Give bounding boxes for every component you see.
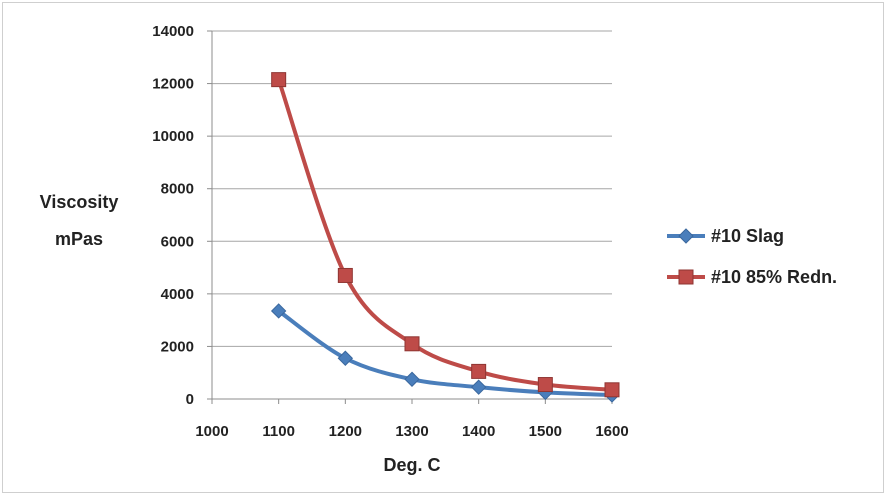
series-2-point-1100 — [271, 72, 287, 88]
series-1-point-1400 — [470, 379, 487, 395]
series-2-point-1500 — [537, 377, 553, 393]
grid-lines — [212, 30, 612, 347]
series-1-line — [276, 308, 614, 398]
y-axis-title-line2: mPas — [55, 229, 103, 249]
y-tick-label-10000: 10000 — [152, 128, 194, 145]
legend: #10 Slag #10 85% Redn. — [667, 226, 837, 287]
y-tick-label-0: 0 — [186, 391, 194, 408]
legend-marker-1 — [678, 228, 694, 244]
y-tick-label-4000: 4000 — [161, 286, 194, 303]
series-1-point-1200 — [337, 350, 354, 366]
legend-marker-2 — [678, 269, 694, 285]
legend-label-1: #10 Slag — [711, 226, 784, 246]
series-2-line — [276, 77, 614, 392]
series-2-point-1300 — [404, 336, 420, 352]
y-tick-labels: 0 2000 4000 6000 8000 10000 12000 14000 — [152, 23, 194, 408]
y-tick-label-8000: 8000 — [161, 181, 194, 198]
y-axis-title-line1: Viscosity — [40, 192, 119, 212]
x-tick-label-1200: 1200 — [329, 423, 362, 440]
legend-label-2: #10 85% Redn. — [711, 267, 837, 287]
x-tick-label-1100: 1100 — [262, 423, 295, 440]
x-tick-label-1600: 1600 — [595, 423, 628, 440]
y-tick-label-2000: 2000 — [161, 338, 194, 355]
series-2-point-1600 — [604, 382, 620, 398]
y-tick-label-12000: 12000 — [152, 76, 194, 93]
series-2-point-1400 — [471, 363, 487, 379]
x-tick-label-1000: 1000 — [195, 423, 228, 440]
y-tick-label-14000: 14000 — [152, 23, 194, 40]
x-tick-label-1500: 1500 — [529, 423, 562, 440]
series-layer — [270, 72, 620, 403]
x-tick-label-1300: 1300 — [395, 423, 428, 440]
series-1-point-1300 — [404, 371, 420, 387]
series-2-point-1200 — [337, 267, 353, 283]
series-1-point-1100 — [270, 303, 287, 319]
series-2 — [271, 72, 620, 398]
x-axis-title: Deg. C — [383, 455, 440, 475]
y-tick-label-6000: 6000 — [161, 233, 194, 250]
x-tick-labels: 1000 1100 1200 1300 1400 1500 1600 — [195, 423, 628, 440]
x-tick-label-1400: 1400 — [462, 423, 495, 440]
